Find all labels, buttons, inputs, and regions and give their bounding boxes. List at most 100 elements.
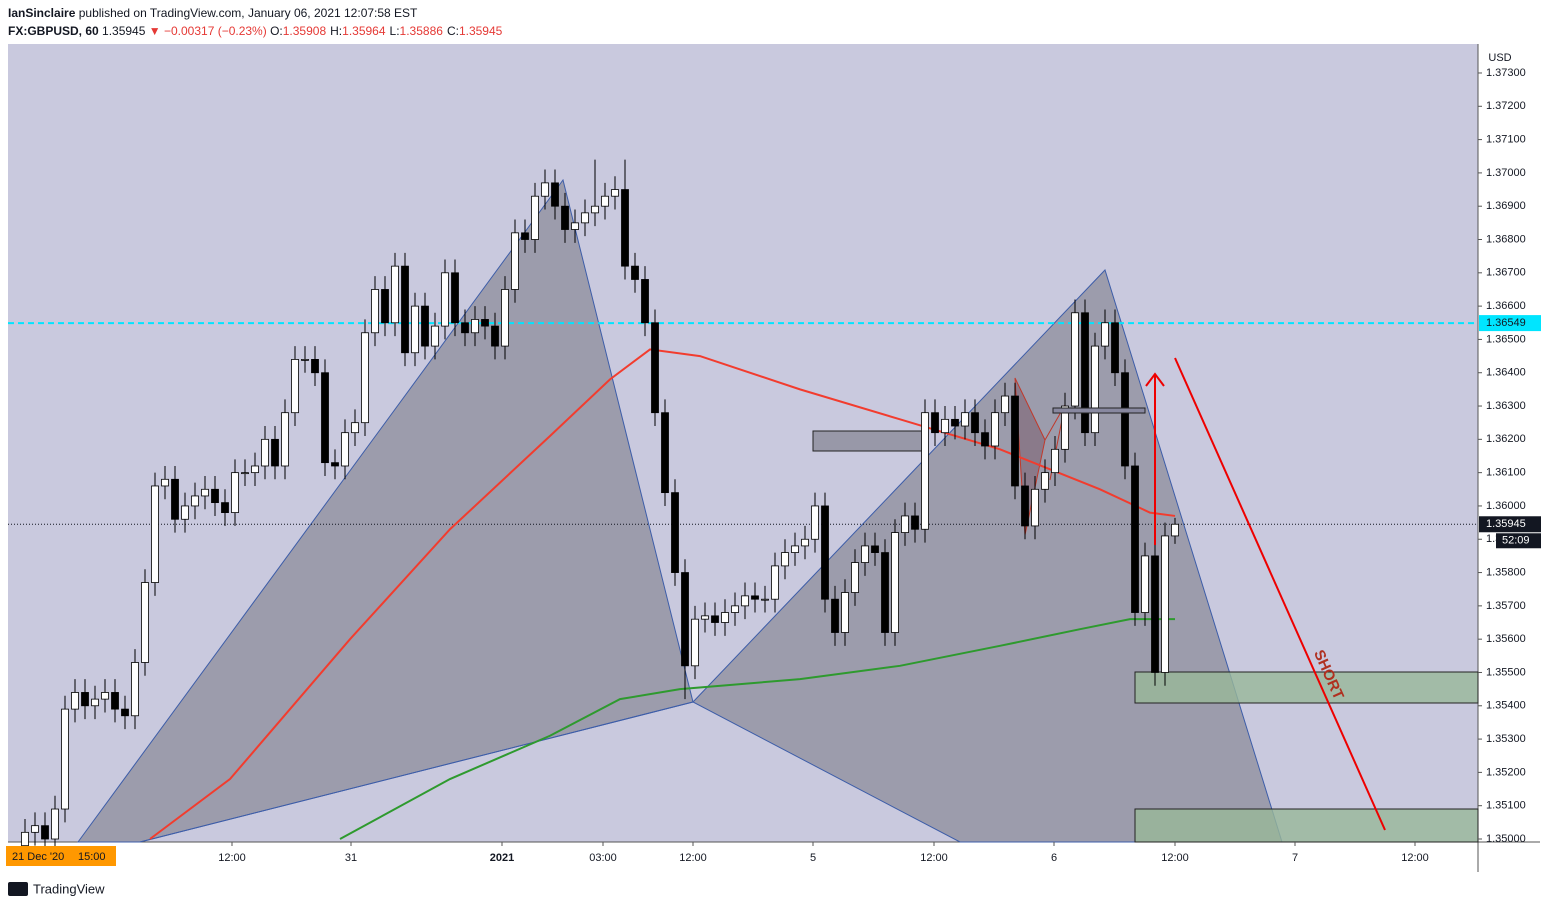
candle-body [851, 562, 859, 593]
candle-body [601, 195, 609, 207]
published: published on TradingView.com, January 06… [78, 6, 418, 20]
candle-body [1121, 372, 1129, 467]
candle-body [321, 372, 329, 464]
x-tick-label: 5 [810, 852, 816, 864]
candle-body [491, 325, 499, 347]
candle-body [361, 332, 369, 424]
y-tick-label: 1.37200 [1486, 100, 1526, 112]
x-tick-label: 12:00 [1401, 852, 1429, 864]
candle-body [1131, 465, 1139, 613]
x-tick-label: 12:00 [1161, 852, 1189, 864]
candle-body [981, 432, 989, 447]
candle-body [341, 432, 349, 467]
candle-body [641, 279, 649, 324]
candle-body [381, 289, 389, 324]
y-tick-label: 1.36400 [1486, 367, 1526, 379]
candle-body [721, 612, 729, 623]
candle-body [461, 322, 469, 334]
y-tick-label: 1.35600 [1486, 633, 1526, 645]
x-tick-label: 03:00 [589, 852, 617, 864]
candle-body [441, 272, 449, 327]
candle-body [541, 182, 549, 197]
candle-body [211, 488, 219, 504]
candle-body [691, 618, 699, 667]
y-tick-label: 1.35100 [1486, 800, 1526, 812]
candle-body [581, 212, 589, 224]
candle-body [881, 552, 889, 633]
candle-body [241, 472, 249, 475]
short-line [1174, 357, 1386, 831]
candle-body [561, 205, 569, 230]
candle-body [101, 692, 109, 700]
last: 1.35945 [102, 24, 146, 38]
y-tick-label: 1.37300 [1486, 67, 1526, 79]
candle-body [821, 505, 829, 600]
candle-body [331, 462, 339, 467]
candle-body [791, 545, 799, 553]
candle-body [571, 222, 579, 230]
candle-body [551, 182, 559, 207]
ohlc-label: O: [270, 24, 283, 38]
y-tick-label: 1.35500 [1486, 666, 1526, 678]
start-label: 21 Dec '20 [12, 851, 64, 863]
candle-body [51, 808, 59, 840]
candle-body [1031, 488, 1039, 527]
moving-average [149, 348, 1176, 840]
y-tick-label: 1.36800 [1486, 233, 1526, 245]
candle-body [801, 538, 809, 547]
candle-body [301, 359, 309, 361]
start-badge [6, 846, 116, 866]
last-price-label: 1.35945 [1486, 518, 1526, 530]
candle-body [501, 289, 509, 347]
candle-body [991, 412, 999, 447]
candle-body [161, 478, 169, 487]
candle-body [871, 545, 879, 553]
x-tick-label: 2021 [490, 852, 514, 864]
candle-body [1011, 395, 1019, 487]
candle-body [61, 708, 69, 810]
candle-body [31, 825, 39, 833]
candle-body [1021, 485, 1029, 527]
candle-body [121, 708, 129, 717]
zone-box [1134, 808, 1479, 843]
publisher-line: IanSinclaire published on TradingView.co… [8, 4, 506, 22]
change: ▼ −0.00317 (−0.23%) [148, 24, 267, 38]
candle-body [21, 831, 29, 847]
x-tick-label: 7 [1292, 852, 1298, 864]
candle-body [431, 325, 439, 347]
x-tick-label: 31 [345, 852, 357, 864]
x-tick-label: 12:00 [218, 852, 246, 864]
candle-body [421, 305, 429, 347]
candle-body [861, 545, 869, 563]
y-tick-label: 1.36100 [1486, 467, 1526, 479]
candle-body [681, 572, 689, 667]
ohlc-label: L: [389, 24, 400, 38]
candle-body [141, 582, 149, 663]
ohlc-value: 1.35886 [399, 24, 443, 38]
level-badge [1479, 315, 1541, 332]
candle-body [91, 698, 99, 707]
y-tick-label: 1.36700 [1486, 267, 1526, 279]
candle-body [481, 319, 489, 327]
candle-body [1001, 395, 1009, 414]
candle-body [371, 289, 379, 334]
candle-body [631, 265, 639, 280]
candle-body [771, 565, 779, 600]
candle-body [471, 319, 479, 334]
level-bar [1052, 407, 1146, 414]
candle-body [971, 412, 979, 434]
candle-body [1081, 312, 1089, 434]
candle-body [941, 418, 949, 434]
candle-body [251, 465, 259, 474]
candle-body [411, 305, 419, 354]
candle-body [41, 825, 49, 840]
candle-body [231, 472, 239, 514]
countdown: 52:09 [1502, 535, 1530, 547]
candle-body [841, 592, 849, 633]
candle-body [951, 418, 959, 427]
candle-body [741, 595, 749, 607]
candle-body [1101, 322, 1109, 347]
candle-body [1051, 448, 1059, 474]
candle-body [921, 412, 929, 530]
